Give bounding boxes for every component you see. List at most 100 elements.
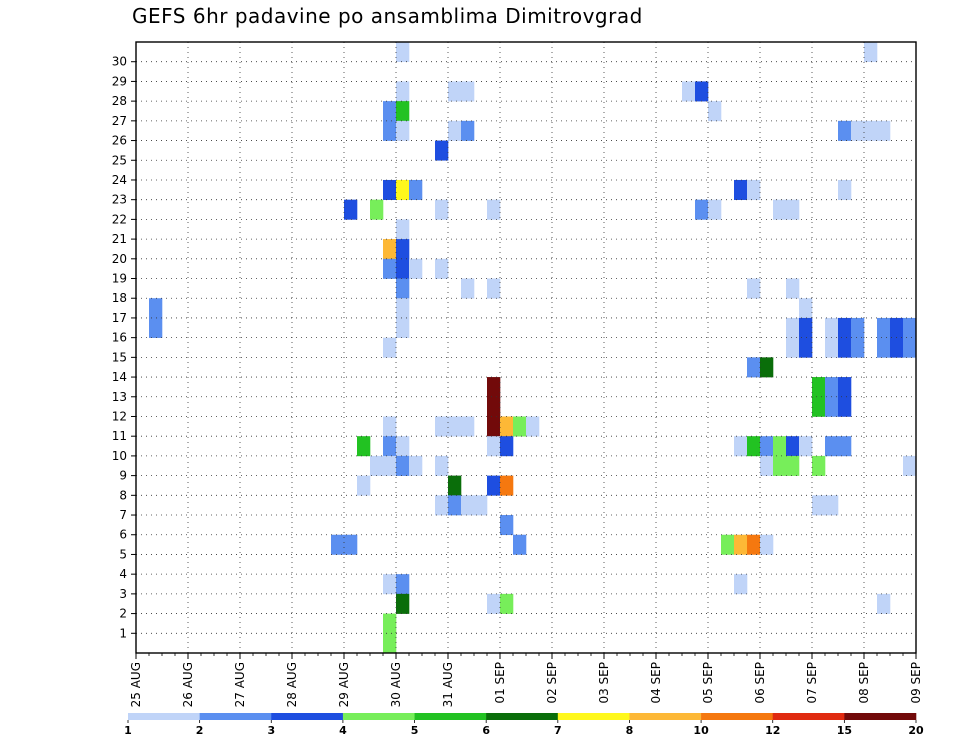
heatmap-cell xyxy=(461,416,475,437)
y-tick-label: 19 xyxy=(112,272,127,286)
heatmap-cell xyxy=(396,120,410,141)
heatmap-cell xyxy=(695,81,709,102)
heatmap-cell xyxy=(747,179,761,200)
x-tick-label: 01 SEP xyxy=(493,662,507,704)
heatmap-cell xyxy=(383,120,397,141)
heatmap-cell xyxy=(409,455,423,476)
heatmap-cell xyxy=(734,179,748,200)
heatmap-cell xyxy=(799,436,813,457)
x-tick-label: 05 SEP xyxy=(701,662,715,704)
heatmap-cell xyxy=(851,337,865,358)
legend-label: 12 xyxy=(765,724,780,737)
heatmap-cell xyxy=(825,337,839,358)
y-tick-label: 23 xyxy=(112,193,127,207)
y-tick-label: 17 xyxy=(112,311,127,325)
legend-label: 15 xyxy=(837,724,852,737)
heatmap-cell xyxy=(851,120,865,141)
legend-swatch xyxy=(701,713,774,720)
legend-swatch xyxy=(342,713,415,720)
legend-swatch xyxy=(414,713,487,720)
legend-swatch xyxy=(199,713,272,720)
y-tick-label: 7 xyxy=(119,508,127,522)
heatmap-cell xyxy=(370,455,384,476)
heatmap-cell xyxy=(838,377,852,398)
heatmap-cell xyxy=(396,239,410,260)
y-tick-label: 15 xyxy=(112,350,127,364)
heatmap-cell xyxy=(786,199,800,220)
heatmap-cell xyxy=(435,140,449,161)
heatmap-cell xyxy=(448,416,462,437)
x-tick-label: 30 AUG xyxy=(389,662,403,707)
heatmap-cell xyxy=(396,258,410,279)
legend-label: 3 xyxy=(267,724,275,737)
y-tick-label: 2 xyxy=(119,607,127,621)
heatmap-cell xyxy=(760,534,774,555)
legend-swatch xyxy=(629,713,702,720)
heatmap-cell xyxy=(526,416,540,437)
x-tick-label: 09 SEP xyxy=(909,662,923,704)
heatmap-cell xyxy=(383,416,397,437)
heatmap-cell xyxy=(851,317,865,338)
heatmap-cell xyxy=(838,317,852,338)
heatmap-cell xyxy=(383,613,397,634)
heatmap-cell xyxy=(396,81,410,102)
heatmap-cell xyxy=(708,199,722,220)
x-tick-label: 25 AUG xyxy=(129,662,143,707)
x-tick-label: 04 SEP xyxy=(649,662,663,704)
y-tick-label: 4 xyxy=(119,567,127,581)
y-tick-label: 5 xyxy=(119,547,127,561)
heatmap-cell xyxy=(786,455,800,476)
heatmap-cell xyxy=(799,298,813,319)
heatmap-cell xyxy=(396,593,410,614)
heatmap-cell xyxy=(500,436,514,457)
heatmap-cell xyxy=(786,317,800,338)
heatmap-cell xyxy=(396,278,410,299)
heatmap-cell xyxy=(695,199,709,220)
y-tick-label: 11 xyxy=(112,429,127,443)
heatmap-cell xyxy=(773,436,787,457)
legend-label: 20 xyxy=(908,724,924,737)
heatmap-cell xyxy=(786,278,800,299)
heatmap-cell xyxy=(760,436,774,457)
heatmap-cell xyxy=(734,574,748,595)
heatmap-cell xyxy=(760,357,774,378)
heatmap-cell xyxy=(682,81,696,102)
heatmap-cell xyxy=(838,120,852,141)
y-tick-label: 13 xyxy=(112,390,127,404)
heatmap-cell xyxy=(396,574,410,595)
legend-swatch xyxy=(772,713,845,720)
heatmap-cell xyxy=(747,436,761,457)
heatmap-cell xyxy=(149,317,163,338)
heatmap-cell xyxy=(383,455,397,476)
y-tick-label: 6 xyxy=(119,528,127,542)
legend-label: 4 xyxy=(339,724,347,737)
cells-layer xyxy=(149,42,917,654)
y-tick-label: 3 xyxy=(119,587,127,601)
legend-swatch xyxy=(557,713,630,720)
heatmap-cell xyxy=(487,377,501,398)
legend-label: 1 xyxy=(124,724,132,737)
heatmap-cell xyxy=(461,495,475,516)
heatmap-cell xyxy=(825,317,839,338)
heatmap-cell xyxy=(448,120,462,141)
heatmap-cell xyxy=(487,436,501,457)
y-tick-label: 21 xyxy=(112,232,127,246)
heatmap-cell xyxy=(812,377,826,398)
legend-label: 6 xyxy=(482,724,490,737)
heatmap-cell xyxy=(890,337,904,358)
heatmap-cell xyxy=(877,337,891,358)
heatmap-cell xyxy=(799,337,813,358)
heatmap-cell xyxy=(435,455,449,476)
heatmap-cell xyxy=(786,436,800,457)
heatmap-cell xyxy=(383,258,397,279)
heatmap-cell xyxy=(825,377,839,398)
heatmap-cell xyxy=(149,298,163,319)
y-tick-label: 27 xyxy=(112,114,127,128)
heatmap-cell xyxy=(708,101,722,122)
heatmap-cell xyxy=(877,593,891,614)
x-tick-label: 27 AUG xyxy=(233,662,247,707)
heatmap-cell xyxy=(383,179,397,200)
legend-swatch xyxy=(486,713,559,720)
heatmap-cell xyxy=(383,633,397,654)
heatmap-cell xyxy=(773,199,787,220)
